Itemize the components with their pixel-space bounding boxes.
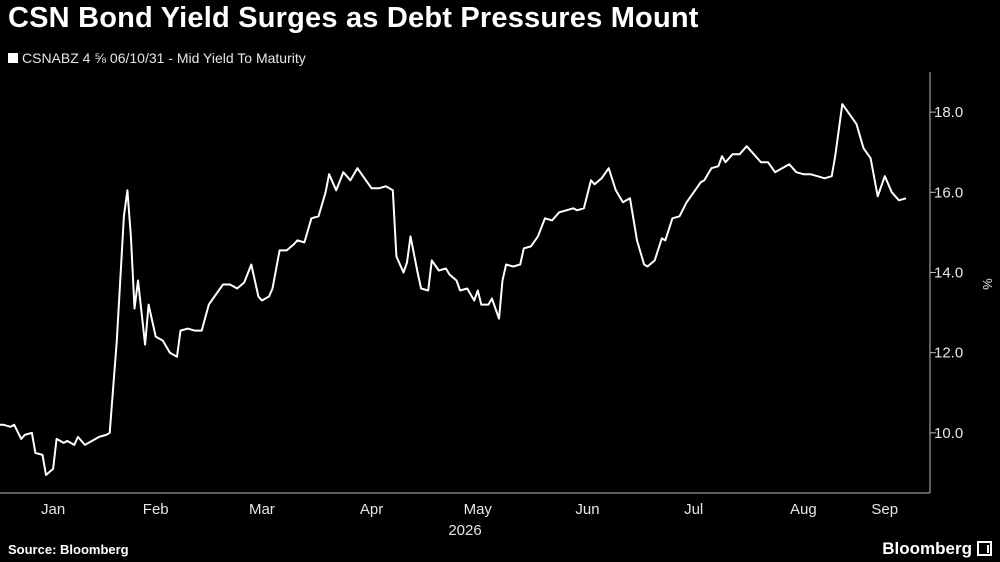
series-layer — [0, 103, 907, 476]
x-tick-label: May — [464, 501, 493, 518]
axis-layer: 10.0 12.0 14.0 16.0 18.0% Jan Feb Mar Apr May Jun J… — [0, 72, 995, 539]
x-tick-label: Feb — [143, 501, 169, 518]
legend: CSNABZ 4 ⅝ 06/10/31 - Mid Yield To Matur… — [8, 50, 306, 66]
x-tick-label: Jun — [575, 501, 599, 518]
x-tick-label: Aug — [790, 501, 817, 518]
legend-swatch — [8, 53, 18, 63]
brand-logo: Bloomberg — [882, 539, 972, 558]
legend-series-name: CSNABZ 4 ⅝ 06/10/31 - Mid Yield To Matur… — [22, 50, 306, 66]
y-tick-label: 14.0 — [934, 264, 963, 281]
x-tick-label: Mar — [249, 501, 275, 518]
y-tick-label: 10.0 — [934, 425, 963, 442]
source-note: Source: Bloomberg — [8, 542, 129, 557]
series-line — [0, 103, 907, 476]
x-tick-label: Jul — [684, 501, 703, 518]
y-tick-label: 12.0 — [934, 345, 963, 362]
y-tick-label: 18.0 — [934, 104, 963, 121]
x-tick-label: Jan — [41, 501, 65, 518]
y-axis-unit: % — [980, 278, 995, 290]
chart-title: CSN Bond Yield Surges as Debt Pressures … — [8, 2, 699, 34]
x-axis-label: 2026 — [448, 522, 481, 539]
bloomberg-icon — [977, 541, 992, 556]
y-tick-label: 16.0 — [934, 184, 963, 201]
x-tick-label: Apr — [360, 501, 383, 518]
x-tick-label: Sep — [871, 501, 898, 518]
